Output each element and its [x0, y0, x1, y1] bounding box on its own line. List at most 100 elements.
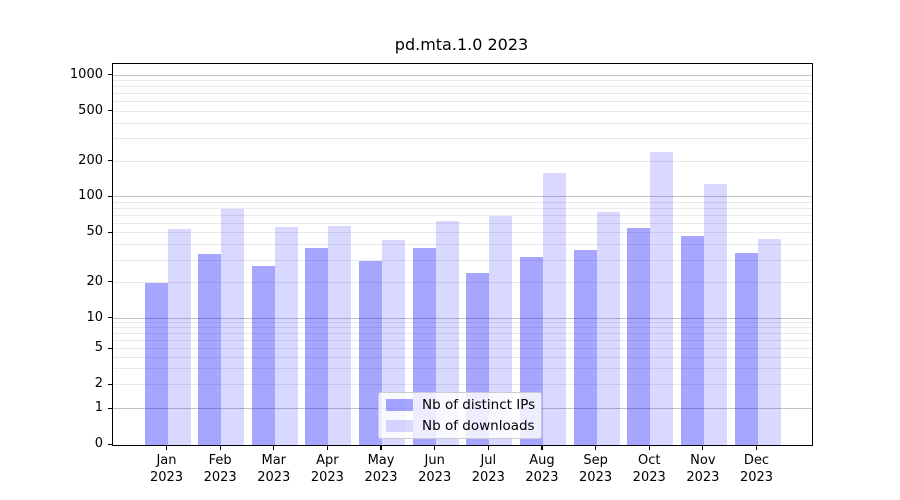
y-tick-mark: [107, 281, 112, 283]
bar-distinct-ips: [680, 235, 704, 445]
bar-downloads: [328, 225, 352, 445]
legend-swatch-distinct-ips: [386, 399, 413, 411]
y-tick-mark: [107, 160, 112, 162]
gridline-major: [113, 317, 812, 319]
x-tick-label: Jul 2023: [471, 453, 505, 485]
bar-distinct-ips: [573, 249, 597, 445]
x-tick-mark: [219, 445, 221, 450]
x-tick-mark: [487, 445, 489, 450]
bar-distinct-ips: [305, 248, 329, 445]
gridline-minor: [113, 80, 812, 81]
gridline-minor: [113, 201, 812, 203]
bar-downloads: [703, 183, 727, 445]
y-tick-label: 1: [94, 400, 103, 416]
y-tick-label: 5: [94, 340, 103, 356]
x-tick-mark: [434, 445, 436, 450]
y-tick-mark: [107, 110, 112, 112]
x-tick-mark: [541, 445, 543, 450]
x-tick-label: Nov 2023: [686, 453, 720, 485]
gridline-minor: [113, 384, 812, 386]
legend-label-distinct-ips: Nb of distinct IPs: [422, 397, 536, 413]
bar-distinct-ips: [627, 228, 651, 445]
y-tick-label: 200: [78, 152, 103, 168]
gridline-minor: [113, 322, 812, 324]
x-tick-label: Jun 2023: [418, 453, 452, 485]
gridline-minor: [113, 122, 812, 124]
bar-distinct-ips: [359, 260, 383, 445]
bar-downloads: [221, 209, 245, 445]
y-tick-mark: [107, 347, 112, 349]
y-tick-mark: [107, 231, 112, 234]
bar-downloads: [167, 229, 191, 445]
gridline-minor: [113, 86, 812, 88]
gridline-minor: [113, 333, 812, 335]
gridline-minor: [113, 93, 812, 95]
legend: Nb of distinct IPs Nb of downloads: [378, 392, 542, 439]
x-tick-mark: [380, 445, 382, 450]
y-tick-label: 0: [94, 436, 103, 451]
y-tick-label: 100: [78, 188, 103, 204]
bar-downloads: [542, 173, 566, 445]
x-tick-label: Oct 2023: [632, 453, 666, 485]
gridline-minor: [113, 222, 812, 224]
x-tick-mark: [273, 445, 275, 450]
gridline-minor: [113, 110, 812, 112]
x-tick-mark: [648, 445, 650, 450]
gridline-minor: [113, 101, 812, 103]
y-tick-label: 50: [86, 224, 103, 240]
x-tick-mark: [594, 445, 597, 450]
legend-item-downloads: Nb of downloads: [386, 418, 535, 434]
bar-downloads: [489, 215, 513, 445]
bar-downloads: [274, 226, 298, 445]
x-tick-label: Sep 2023: [579, 453, 613, 485]
bar-distinct-ips: [251, 266, 275, 445]
gridline-minor: [113, 356, 812, 358]
gridline-major: [113, 196, 812, 198]
y-tick-mark: [107, 317, 112, 319]
gridline-minor: [113, 244, 812, 246]
x-tick-mark: [702, 445, 704, 450]
y-tick-label: 1000: [69, 66, 103, 82]
gridline-minor: [113, 281, 812, 283]
x-tick-label: Dec 2023: [739, 453, 774, 485]
gridline-minor: [113, 348, 812, 350]
legend-label-downloads: Nb of downloads: [422, 418, 535, 434]
gridline-minor: [113, 368, 812, 370]
gridline-minor: [113, 340, 812, 342]
gridline-minor: [113, 160, 812, 162]
x-tick-label: Aug 2023: [525, 453, 559, 485]
gridline-minor: [113, 327, 812, 329]
gridline-major: [113, 74, 812, 76]
y-tick-mark: [107, 443, 112, 445]
chart-title: pd.mta.1.0 2023: [394, 35, 529, 54]
x-tick-label: May 2023: [364, 453, 398, 485]
y-tick-label: 2: [94, 376, 103, 392]
bar-downloads: [596, 212, 620, 445]
x-tick-mark: [326, 445, 328, 450]
y-tick-label: 10: [86, 309, 103, 325]
legend-swatch-downloads: [386, 420, 413, 432]
bar-downloads: [650, 151, 674, 445]
x-tick-label: Mar 2023: [257, 453, 291, 485]
bar-distinct-ips: [198, 254, 222, 445]
gridline-minor: [113, 214, 812, 216]
gridline-minor: [113, 138, 812, 140]
x-tick-label: Feb 2023: [203, 453, 237, 485]
gridline-minor: [113, 259, 812, 261]
x-tick-label: Jan 2023: [149, 453, 184, 485]
bar-distinct-ips: [144, 282, 168, 445]
x-tick-mark: [165, 445, 168, 450]
y-tick-label: 500: [78, 102, 103, 118]
plot-area: [112, 63, 813, 446]
y-tick-label: 20: [86, 273, 103, 289]
bar-downloads: [757, 239, 781, 445]
legend-item-distinct-ips: Nb of distinct IPs: [386, 397, 536, 413]
y-tick-mark: [107, 383, 112, 385]
x-tick-mark: [755, 445, 758, 450]
gridline-minor: [113, 208, 812, 209]
y-tick-mark: [107, 74, 112, 76]
y-tick-mark: [107, 407, 112, 409]
bar-downloads: [435, 221, 459, 445]
bar-distinct-ips: [734, 252, 758, 445]
